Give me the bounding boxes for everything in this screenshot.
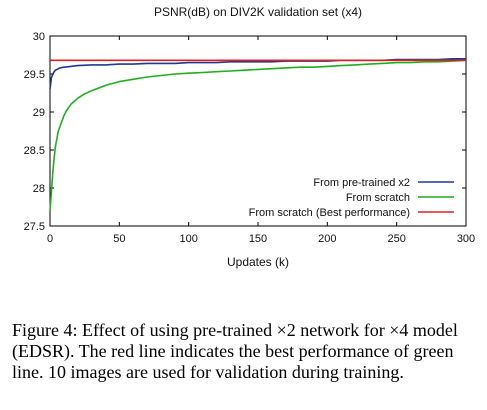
- chart-title: PSNR(dB) on DIV2K validation set (x4): [154, 5, 362, 19]
- legend-label: From scratch: [346, 192, 410, 204]
- chart-svg: PSNR(dB) on DIV2K validation set (x4) 27.…: [24, 5, 476, 269]
- y-tick-label: 28.5: [24, 145, 45, 157]
- y-tick-label: 28: [33, 183, 45, 195]
- x-axis-label: Updates (k): [227, 255, 289, 269]
- y-tick-label: 29: [33, 107, 45, 119]
- series-line-scratch: [49, 59, 467, 211]
- x-tick-label: 250: [387, 233, 405, 245]
- x-tick-label: 300: [457, 233, 475, 245]
- x-tick-label: 200: [318, 233, 336, 245]
- x-tick-label: 150: [249, 233, 267, 245]
- legend-label: From scratch (Best performance): [249, 207, 410, 219]
- y-tick-label: 27.5: [24, 221, 45, 233]
- y-tick-label: 29.5: [24, 69, 45, 81]
- x-tick-label: 0: [47, 233, 53, 245]
- x-tick-label: 50: [113, 233, 125, 245]
- x-tick-label: 100: [179, 233, 197, 245]
- figure-caption: Figure 4: Effect of using pre-trained ×2…: [12, 320, 458, 382]
- y-tick-label: 30: [33, 31, 45, 43]
- legend-label: From pre-trained x2: [313, 177, 410, 189]
